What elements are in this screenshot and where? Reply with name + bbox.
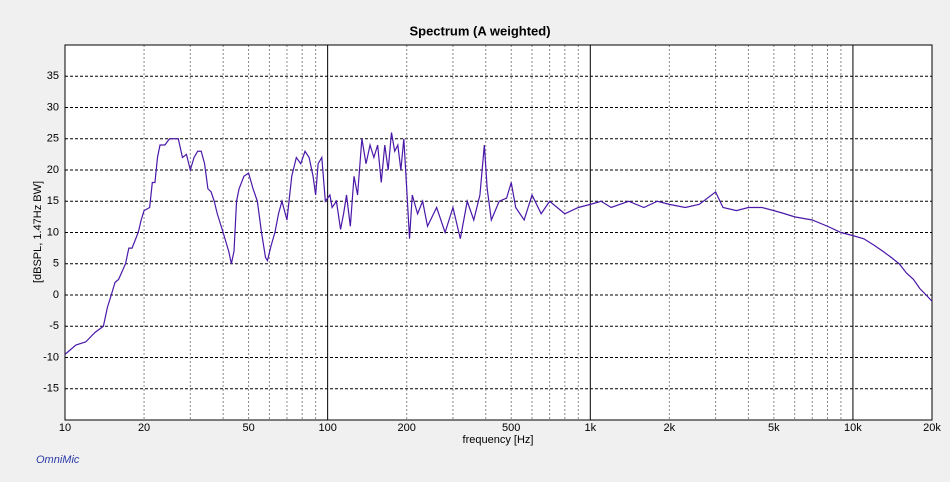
plot-frame [64,44,933,421]
x-tick-label: 20 [138,422,150,434]
x-tick-label: 5k [768,422,780,434]
y-tick-label: 35 [47,70,59,82]
x-tick-label: 2k [664,422,676,434]
chart-title: Spectrum (A weighted) [409,23,550,38]
x-tick-label: 50 [242,422,254,434]
y-tick-label: -10 [43,351,59,363]
spectrum-line [64,132,933,355]
x-axis-label: frequency [Hz] [463,434,534,446]
x-tick-label: 10k [844,422,862,434]
y-tick-label: 20 [47,164,59,176]
y-axis-label: [dBSPL, 1.47Hz BW] [32,181,44,283]
x-tick-label: 200 [398,422,416,434]
y-tick-label: -5 [49,320,59,332]
y-tick-label: 30 [47,101,59,113]
y-tick-label: 10 [47,226,59,238]
x-tick-label: 10 [59,422,71,434]
x-tick-label: 500 [502,422,520,434]
x-tick-label: 100 [318,422,336,434]
y-tick-label: 15 [47,195,59,207]
y-tick-label: 25 [47,133,59,145]
y-tick-label: 0 [53,289,59,301]
y-tick-label: 5 [53,258,59,270]
brand-label: OmniMic [36,454,80,466]
x-tick-label: 20k [923,422,941,434]
y-tick-label: -15 [43,383,59,395]
x-tick-label: 1k [584,422,596,434]
